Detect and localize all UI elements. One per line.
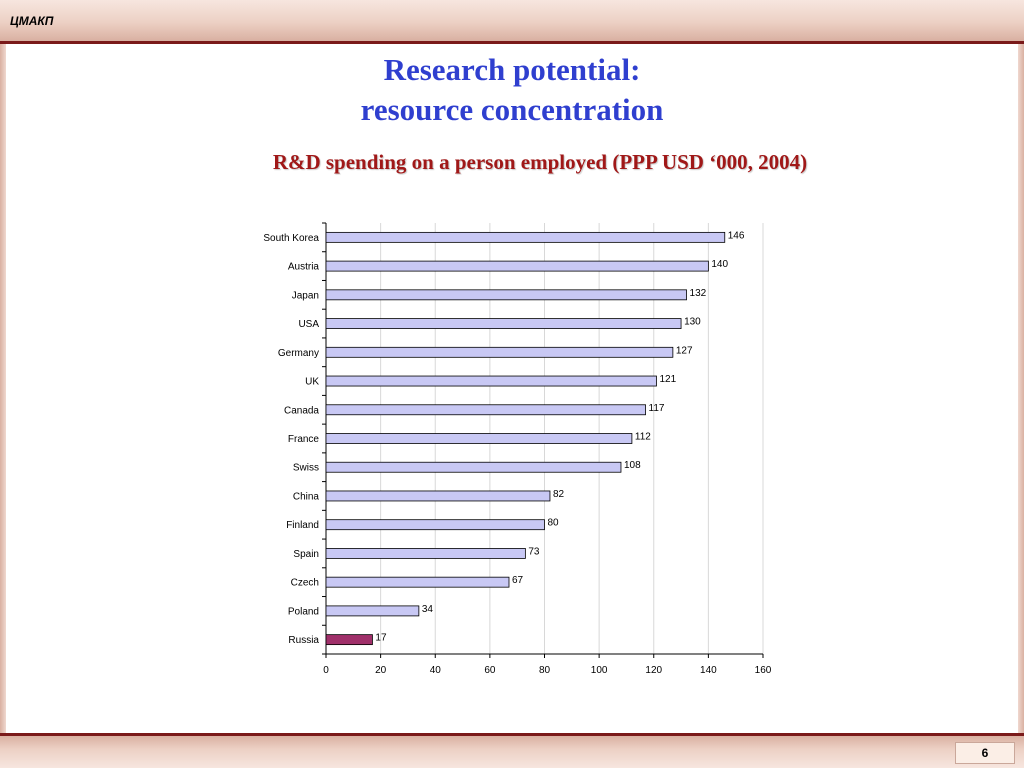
bar (325, 433, 633, 444)
category-label: Finland (286, 520, 319, 531)
x-tick-label: 80 (539, 665, 551, 676)
x-tick-label: 40 (430, 665, 442, 676)
category-label: China (293, 491, 320, 502)
title-line-1: Research potential: (383, 52, 641, 87)
value-label: 112 (635, 432, 651, 443)
chart-subtitle: R&D spending on a person employed (PPP U… (272, 150, 808, 174)
x-tick-label: 120 (645, 665, 662, 676)
bar (325, 576, 510, 588)
category-label: Poland (288, 606, 319, 617)
x-tick-label: 0 (323, 665, 329, 676)
value-label: 34 (422, 604, 434, 615)
value-label: 80 (548, 518, 560, 529)
value-label: 73 (528, 546, 540, 557)
value-label: 130 (684, 317, 701, 328)
x-tick-label: 20 (375, 665, 387, 676)
bar (325, 461, 622, 473)
x-tick-label: 140 (700, 665, 717, 676)
value-label: 146 (728, 230, 745, 241)
value-label: 108 (624, 460, 641, 471)
bar (325, 346, 674, 358)
category-label: USA (298, 319, 319, 330)
bar (325, 490, 551, 502)
slide-title: Research potential: resource concentrati… (0, 50, 1024, 130)
x-tick-label: 100 (591, 665, 608, 676)
value-label: 121 (659, 374, 676, 385)
bar (325, 375, 657, 387)
category-label: Japan (292, 290, 319, 301)
value-label: 140 (711, 259, 728, 270)
top-banner: ЦМАКП (0, 0, 1024, 44)
bar (325, 318, 682, 329)
bar (325, 260, 709, 272)
bar (325, 231, 726, 243)
bar (325, 519, 545, 531)
bar (325, 404, 646, 416)
value-label: 17 (375, 633, 387, 644)
value-label: 67 (512, 575, 524, 586)
title-line-2: resource concentration (360, 92, 664, 127)
category-label: South Korea (263, 233, 319, 244)
category-label: Czech (291, 578, 319, 589)
bar (325, 605, 420, 617)
organization-label: ЦМАКП (10, 14, 54, 28)
right-frame (1018, 44, 1024, 734)
x-tick-label: 160 (755, 665, 772, 676)
category-label: Austria (288, 262, 320, 273)
category-label: Spain (293, 549, 319, 560)
category-label: Swiss (293, 463, 319, 474)
bar (325, 289, 687, 301)
bar (325, 548, 526, 559)
category-label: Russia (288, 635, 319, 646)
value-label: 132 (690, 288, 707, 299)
x-tick-label: 60 (484, 665, 496, 676)
value-label: 82 (553, 489, 565, 500)
left-frame (0, 44, 6, 734)
category-label: Germany (278, 348, 319, 359)
category-label: UK (305, 377, 319, 388)
value-label: 117 (649, 403, 665, 414)
bottom-banner (0, 733, 1024, 768)
bar (325, 634, 373, 646)
category-label: France (288, 434, 320, 445)
category-label: Canada (284, 405, 319, 416)
page-number: 6 (955, 742, 1015, 764)
value-label: 127 (676, 345, 693, 356)
